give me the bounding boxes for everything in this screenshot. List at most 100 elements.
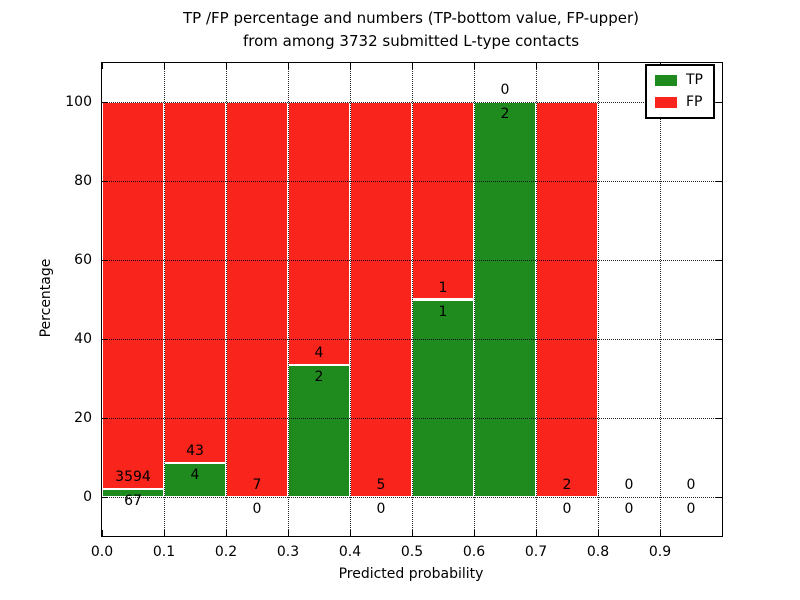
x-gridline — [474, 63, 475, 536]
bar-count-label-fp: 3594 — [115, 469, 151, 486]
legend-entry-fp: FP — [655, 95, 703, 110]
bar-count-label-fp: 43 — [186, 443, 204, 460]
y-tick-mark-right — [716, 417, 722, 419]
y-tick-mark-right — [716, 496, 722, 498]
y-tick-label: 0 — [83, 488, 92, 505]
bar-count-label-tp: 2 — [500, 106, 510, 123]
bar-fp-segment — [226, 102, 288, 497]
x-gridline — [412, 63, 413, 536]
y-tick-mark — [102, 338, 108, 340]
x-gridline — [164, 63, 165, 536]
x-tick-mark — [226, 530, 227, 536]
x-tick-mark — [660, 530, 661, 536]
bar-count-label-fp: 1 — [438, 279, 448, 296]
x-gridline — [536, 63, 537, 536]
legend-swatch-tp — [655, 75, 677, 86]
x-tick-mark-top — [474, 63, 475, 69]
x-tick-label: 0.4 — [338, 544, 362, 560]
bar-count-label-fp: 7 — [252, 476, 262, 493]
y-axis-label: Percentage — [38, 258, 54, 338]
y-tick-mark — [102, 417, 108, 419]
bar-fp-segment — [350, 102, 412, 497]
x-tick-mark-top — [536, 63, 537, 69]
y-tick-label: 40 — [74, 330, 92, 347]
bar-fp-segment — [536, 102, 598, 497]
x-gridline — [288, 63, 289, 536]
x-tick-mark-top — [288, 63, 289, 69]
x-gridline — [598, 63, 599, 536]
x-tick-mark — [474, 530, 475, 536]
y-tick-label: 60 — [74, 252, 92, 269]
bar-tp-segment — [474, 102, 536, 497]
chart-title: TP /FP percentage and numbers (TP-bottom… — [101, 7, 721, 53]
x-tick-mark — [536, 530, 537, 536]
x-tick-mark-top — [102, 63, 103, 69]
x-tick-mark-top — [598, 63, 599, 69]
x-tick-label: 0.2 — [214, 544, 238, 560]
x-tick-mark — [412, 530, 413, 536]
bar-count-label-fp: 5 — [376, 476, 386, 493]
plot-area: 3594 67 43 4 7 0 4 2 5 0 1 1 0 2 2 0 0 0 0 0 0.0 0.1 0.2 0.3 0.4… — [65, 62, 723, 560]
legend-label-tp: TP — [686, 72, 703, 88]
x-gridline — [660, 63, 661, 536]
x-tick-mark-top — [350, 63, 351, 69]
x-axis-label: Predicted probability — [338, 566, 484, 582]
y-tick-mark — [102, 260, 108, 262]
y-tick-mark — [102, 102, 108, 104]
y-tick-label: 100 — [65, 94, 92, 111]
bar-count-label-fp: 0 — [500, 82, 510, 99]
y-tick-label: 80 — [74, 173, 92, 190]
x-tick-mark — [598, 530, 599, 536]
x-tick-mark-top — [164, 63, 165, 69]
bar-count-label-tp: 0 — [562, 500, 572, 517]
x-gridline — [350, 63, 351, 536]
x-tick-label: 0.1 — [152, 544, 176, 560]
y-tick-label: 20 — [74, 409, 92, 426]
bar-count-label-tp: 0 — [686, 500, 696, 517]
x-tick-label: 0.8 — [586, 544, 610, 560]
bar-count-label-tp: 1 — [438, 303, 448, 320]
x-tick-label: 0.5 — [400, 544, 424, 560]
chart-title-line1: TP /FP percentage and numbers (TP-bottom… — [183, 9, 639, 27]
bar-fp-segment — [412, 102, 474, 300]
legend-label-fp: FP — [686, 94, 703, 110]
x-tick-mark — [102, 530, 103, 536]
bar-fp-segment — [164, 102, 226, 464]
x-tick-mark-top — [412, 63, 413, 69]
bar-count-label-tp: 4 — [190, 467, 200, 484]
y-tick-mark — [102, 496, 108, 498]
bar-count-label-tp: 67 — [124, 493, 142, 510]
y-tick-mark-right — [716, 102, 722, 104]
x-tick-label: 0.0 — [90, 544, 114, 560]
bar-count-label-fp: 0 — [624, 476, 634, 493]
bar-count-label-tp: 2 — [314, 369, 324, 386]
x-tick-label: 0.7 — [524, 544, 548, 560]
legend-swatch-fp — [655, 97, 677, 108]
bar-count-label-fp: 2 — [562, 476, 572, 493]
x-tick-mark — [288, 530, 289, 536]
y-tick-mark — [102, 181, 108, 183]
y-tick-mark-right — [716, 181, 722, 183]
bar-fp-segment — [102, 102, 164, 490]
x-gridline — [226, 63, 227, 536]
y-tick-mark-right — [716, 260, 722, 262]
x-tick-mark — [164, 530, 165, 536]
bar-count-label-tp: 0 — [624, 500, 634, 517]
x-tick-label: 0.6 — [462, 544, 486, 560]
chart-title-line2: from among 3732 submitted L-type contact… — [242, 32, 580, 50]
legend-entry-tp: TP — [655, 73, 703, 88]
x-tick-label: 0.3 — [276, 544, 300, 560]
bar-count-label-fp: 0 — [686, 476, 696, 493]
bar-tp-segment — [164, 463, 226, 497]
x-tick-label: 0.9 — [648, 544, 672, 560]
x-tick-mark-top — [226, 63, 227, 69]
bar-tp-segment — [412, 299, 474, 497]
legend: TP FP — [645, 64, 715, 119]
y-tick-mark-right — [716, 338, 722, 340]
x-tick-mark — [350, 530, 351, 536]
bar-count-label-tp: 0 — [252, 500, 262, 517]
bar-fp-segment — [288, 102, 350, 366]
bar-tp-segment — [102, 489, 164, 497]
bar-count-label-tp: 0 — [376, 500, 386, 517]
